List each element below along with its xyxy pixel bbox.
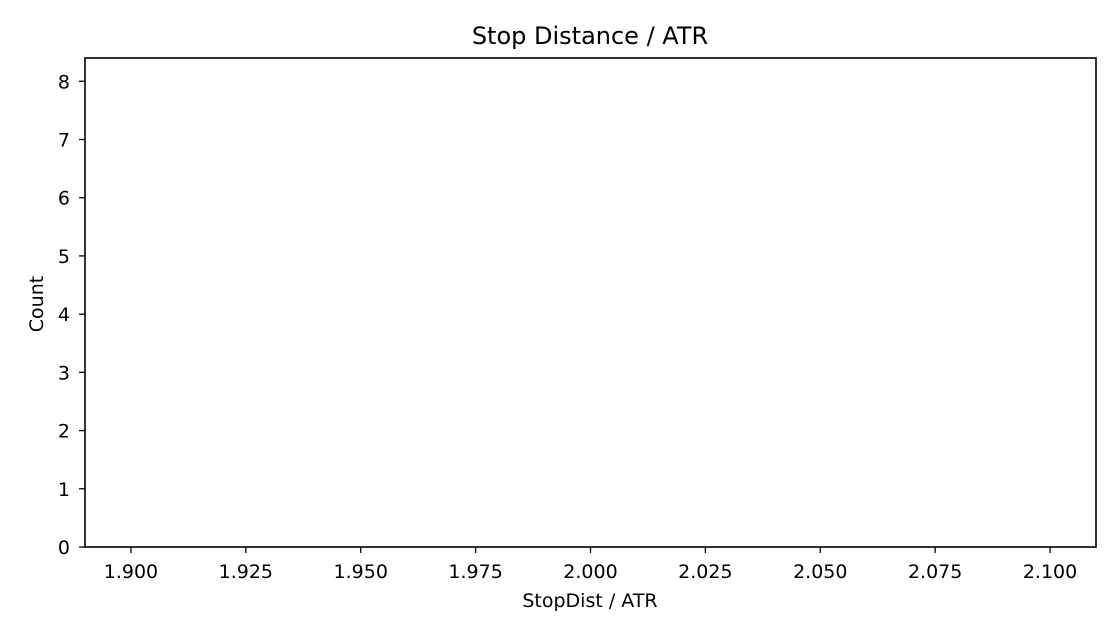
x-tick-label: 1.950 bbox=[334, 561, 388, 583]
y-tick-label: 5 bbox=[58, 246, 70, 268]
y-tick-label: 4 bbox=[58, 304, 70, 326]
y-axis: 0 1 2 3 4 5 6 7 8 bbox=[58, 71, 85, 559]
x-axis: 1.900 1.925 1.950 1.975 2.000 2.025 2.050 2.075… bbox=[104, 547, 1077, 583]
x-tick-label: 2.025 bbox=[678, 561, 732, 583]
x-tick-label: 1.925 bbox=[219, 561, 273, 583]
x-axis-label: StopDist / ATR bbox=[522, 590, 657, 612]
chart-title: Stop Distance / ATR bbox=[472, 22, 708, 50]
plot-frame bbox=[84, 57, 1097, 548]
y-tick-label: 1 bbox=[58, 479, 70, 501]
x-tick-label: 2.050 bbox=[793, 561, 847, 583]
y-tick-label: 2 bbox=[58, 421, 70, 443]
y-tick-label: 3 bbox=[58, 362, 70, 384]
x-tick-label: 2.075 bbox=[908, 561, 962, 583]
y-tick-label: 7 bbox=[58, 130, 70, 152]
x-tick-label: 1.900 bbox=[104, 561, 158, 583]
x-tick-label: 1.975 bbox=[448, 561, 502, 583]
y-tick-label: 6 bbox=[58, 188, 70, 210]
x-tick-label: 2.000 bbox=[563, 561, 617, 583]
y-tick-label: 0 bbox=[58, 537, 70, 559]
x-tick-label: 2.100 bbox=[1023, 561, 1077, 583]
y-axis-label: Count bbox=[26, 276, 48, 332]
y-tick-label: 8 bbox=[58, 71, 70, 93]
